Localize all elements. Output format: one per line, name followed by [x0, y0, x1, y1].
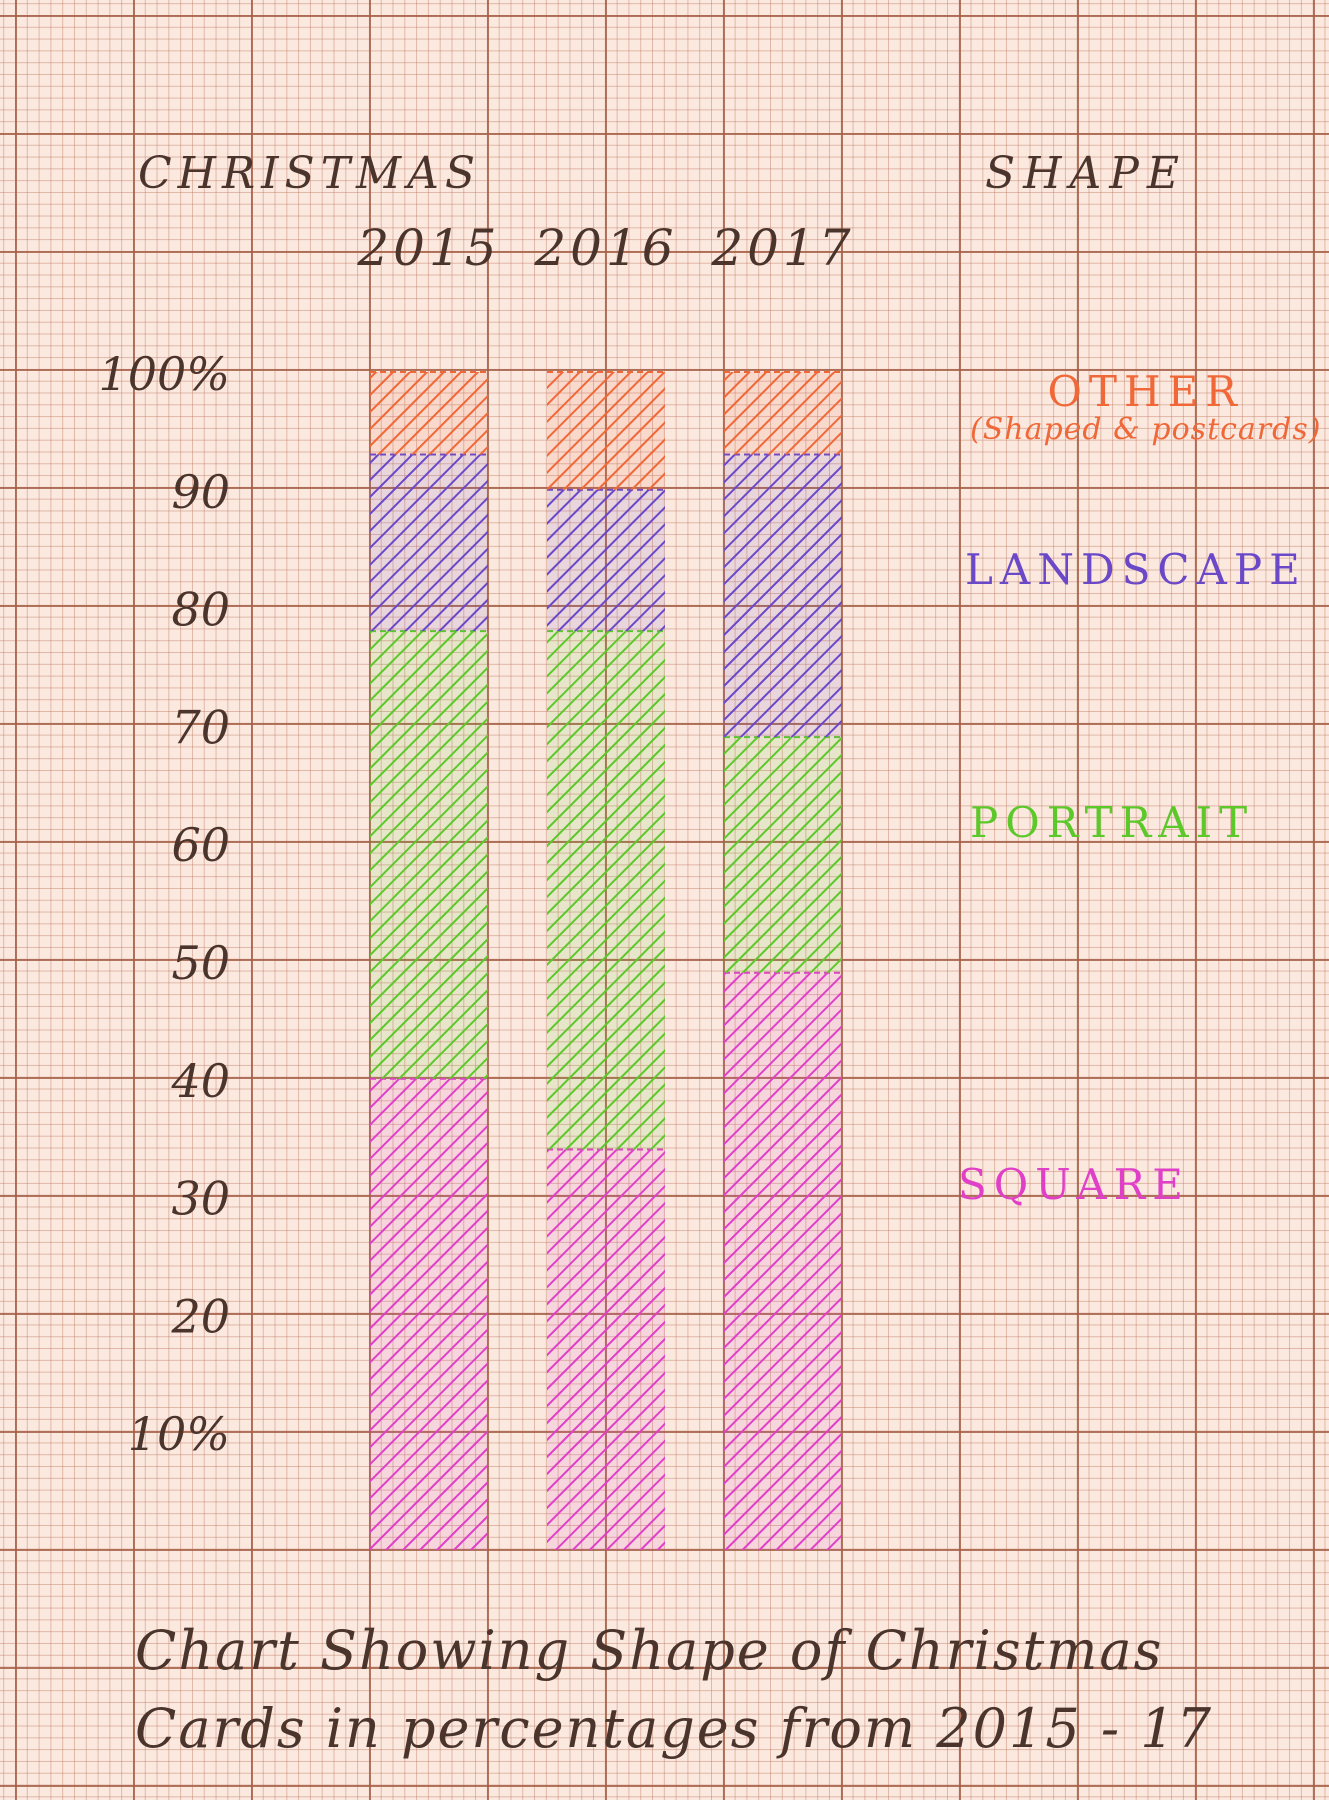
bar-2017-other	[724, 372, 842, 455]
y-tick-label-40: 40	[170, 1054, 230, 1108]
bar-2015-portrait	[370, 631, 488, 1079]
legend-sublabel-other: (Shaped & postcards)	[970, 412, 1322, 447]
bar-2017-landscape	[724, 454, 842, 738]
y-axis: 10% 20 30 40 50 60 70 80 90 100%	[98, 347, 230, 1461]
y-tick-label-20: 20	[170, 1289, 230, 1343]
x-axis-labels: 2015 2016 2017	[356, 219, 854, 277]
chart-title: Chart Showing Shape of Christmas Cards i…	[135, 1612, 1213, 1768]
legend-label-portrait: PORTRAIT	[970, 798, 1255, 847]
bar-2016-other	[547, 372, 665, 490]
bar-2016-portrait	[547, 631, 665, 1150]
y-tick-label-30: 30	[171, 1172, 230, 1226]
bars	[370, 371, 842, 1550]
legend-item-other: OTHER (Shaped & postcards)	[970, 367, 1322, 448]
x-label-2016: 2016	[533, 219, 677, 277]
y-tick-label-70: 70	[171, 700, 230, 754]
legend-label-square: SQUARE	[958, 1160, 1190, 1209]
bar-2016-square	[547, 1149, 665, 1550]
legend-label-landscape: LANDSCAPE	[965, 545, 1307, 594]
bar-2015-square	[370, 1078, 488, 1550]
bar-2015-landscape	[370, 454, 488, 632]
x-label-2017: 2017	[710, 219, 854, 277]
chart-title-line-2: Cards in percentages from 2015 - 17	[135, 1697, 1213, 1760]
x-label-2015: 2015	[356, 219, 500, 277]
bar-2015-other	[370, 372, 488, 455]
bar-2017-square	[724, 972, 842, 1550]
y-tick-label-10: 10%	[128, 1407, 230, 1461]
chart-title-line-1: Chart Showing Shape of Christmas	[135, 1619, 1164, 1682]
y-tick-label-50: 50	[171, 936, 230, 990]
y-tick-label-100: 100%	[98, 347, 230, 401]
bar-2017-portrait	[724, 737, 842, 973]
legend-title: SHAPE	[985, 148, 1188, 199]
bar-2016-landscape	[547, 489, 665, 632]
legend-label-other: OTHER	[1047, 367, 1244, 416]
y-tick-label-80: 80	[171, 583, 230, 637]
y-tick-label-60: 60	[171, 818, 230, 872]
chart-heading: CHRISTMAS	[138, 148, 482, 199]
y-tick-label-90: 90	[171, 465, 230, 519]
